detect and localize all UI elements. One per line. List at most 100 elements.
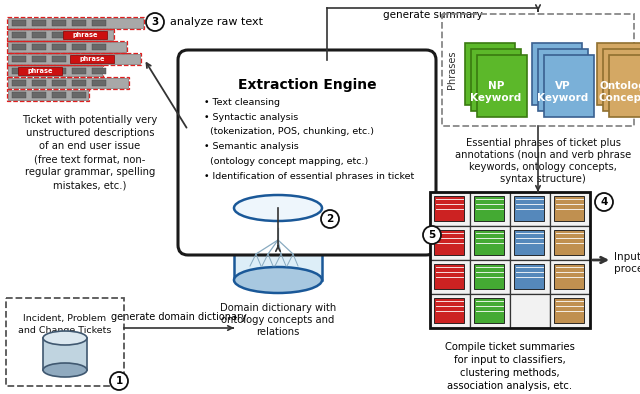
Bar [12,20,26,26]
Bar [92,80,106,86]
Bar [92,44,106,50]
Text: 5: 5 [428,230,436,240]
Text: phrase: phrase [72,32,98,38]
Text: unstructured descriptions: unstructured descriptions [26,128,154,138]
Bar [63,31,107,39]
Circle shape [321,210,339,228]
FancyBboxPatch shape [434,230,464,255]
Bar [7,29,114,41]
Text: (free text format, non-: (free text format, non- [35,154,146,164]
Bar [8,54,140,64]
Bar [52,44,66,50]
Text: mistakes, etc.): mistakes, etc.) [53,180,127,190]
Bar [430,260,470,294]
Text: syntax structure): syntax structure) [500,174,586,184]
Bar [510,260,550,294]
Text: Use ontology concepts: Use ontology concepts [284,219,395,229]
Bar [52,56,66,62]
Bar [470,260,510,294]
Bar [52,20,66,26]
Text: 1: 1 [115,376,123,386]
Text: NP: NP [488,81,504,91]
FancyBboxPatch shape [538,49,588,111]
FancyBboxPatch shape [544,55,594,117]
Bar [430,192,590,328]
FancyBboxPatch shape [554,298,584,323]
FancyBboxPatch shape [554,264,584,289]
Bar [550,294,590,328]
FancyBboxPatch shape [434,196,464,221]
Polygon shape [234,208,322,280]
FancyBboxPatch shape [474,298,504,323]
Text: Essential phrases of ticket plus: Essential phrases of ticket plus [465,138,621,148]
Bar [8,18,143,28]
Bar [510,294,550,328]
Bar [550,226,590,260]
Circle shape [595,193,613,211]
FancyBboxPatch shape [477,55,527,117]
FancyBboxPatch shape [514,264,544,289]
Bar [550,260,590,294]
Text: Keyword: Keyword [538,93,589,103]
Text: phrase: phrase [28,68,52,74]
Text: 2: 2 [326,214,333,224]
FancyBboxPatch shape [514,230,544,255]
Bar [12,80,26,86]
Text: relations: relations [256,327,300,337]
Bar [32,80,46,86]
Text: Domain dictionary with: Domain dictionary with [220,303,336,313]
Bar [72,44,86,50]
FancyBboxPatch shape [434,264,464,289]
Bar [52,68,66,74]
Text: of an end user issue: of an end user issue [40,141,141,151]
Text: clustering methods,: clustering methods, [460,368,560,378]
FancyBboxPatch shape [554,196,584,221]
FancyBboxPatch shape [554,230,584,255]
Bar [12,92,26,98]
FancyBboxPatch shape [609,55,640,117]
Text: annotations (noun and verb phrase: annotations (noun and verb phrase [455,150,631,160]
Bar [430,192,470,226]
Text: (ontology concept mapping, etc.): (ontology concept mapping, etc.) [204,157,368,166]
Bar [442,14,634,126]
Bar [7,53,141,65]
Ellipse shape [234,195,322,221]
Bar [72,68,86,74]
Text: generate summary: generate summary [383,10,483,20]
Bar [72,20,86,26]
Bar [430,294,470,328]
Text: generate domain dictionary: generate domain dictionary [111,312,247,322]
Text: • Text cleansing: • Text cleansing [204,98,280,107]
FancyBboxPatch shape [465,43,515,105]
FancyBboxPatch shape [597,43,640,105]
Text: 4: 4 [600,197,608,207]
Text: and Change Tickets: and Change Tickets [19,326,112,335]
Text: ontology concepts and: ontology concepts and [221,315,335,325]
Bar [32,20,46,26]
Bar [72,92,86,98]
Text: keywords, ontology concepts,: keywords, ontology concepts, [469,162,617,172]
Text: Extraction Engine: Extraction Engine [237,78,376,92]
Text: for semantic analysis: for semantic analysis [284,230,388,240]
Bar [7,89,89,101]
FancyBboxPatch shape [178,50,436,255]
Text: Input to analytics: Input to analytics [614,252,640,262]
Bar [550,192,590,226]
Text: Compile ticket summaries: Compile ticket summaries [445,342,575,352]
Bar [470,294,510,328]
Text: Phrases: Phrases [447,51,457,89]
Text: phrase: phrase [79,56,105,62]
Polygon shape [43,338,87,370]
Bar [12,44,26,50]
Bar [8,42,126,52]
Bar [7,77,129,89]
FancyBboxPatch shape [603,49,640,111]
Bar [510,226,550,260]
Text: 3: 3 [152,17,159,27]
Text: processing: processing [614,264,640,274]
Text: Incident, Problem: Incident, Problem [24,314,107,323]
FancyBboxPatch shape [514,196,544,221]
Bar [32,32,46,38]
Bar [12,68,26,74]
Bar [70,55,114,63]
